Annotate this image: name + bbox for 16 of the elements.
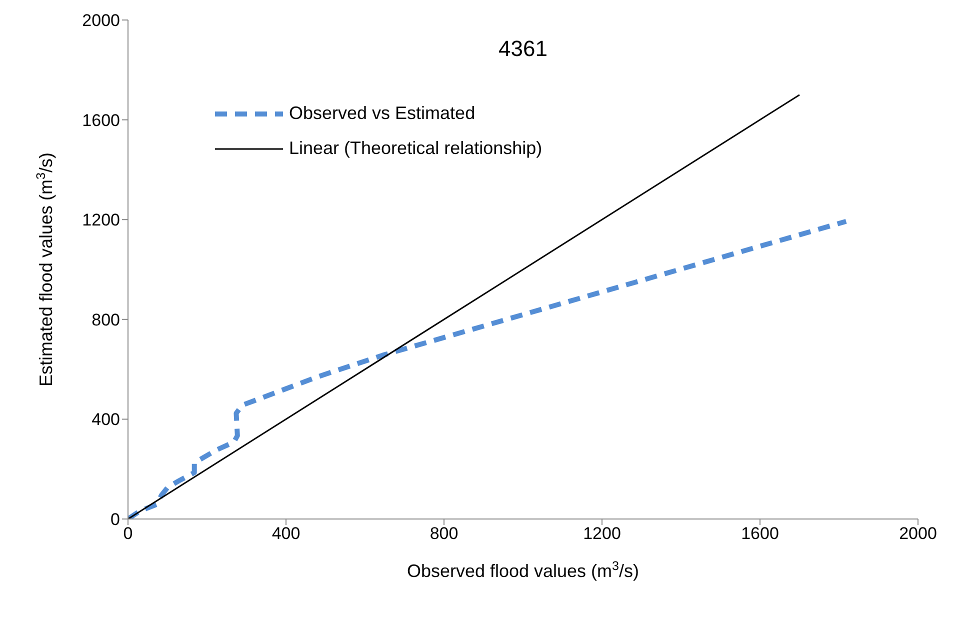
y-tick-label: 2000 [82, 11, 120, 30]
x-tick-label: 1600 [741, 524, 779, 544]
x-tick-label: 800 [430, 524, 458, 544]
y-tick-label: 400 [92, 410, 120, 430]
text: 4361 [498, 36, 548, 61]
legend-label: Linear (Theoretical relationship) [289, 138, 542, 159]
x-tick-label: 400 [272, 524, 300, 544]
y-tick-label: 1200 [82, 210, 120, 230]
y-tick-label: 0 [110, 510, 120, 530]
y-tick-label: 1600 [82, 110, 120, 130]
y-tick-label: 800 [92, 310, 120, 330]
x-tick-label: 0 [123, 524, 133, 544]
x-tick-label: 1200 [583, 524, 621, 544]
x-axis-title: Observed flood values (m$^{3}$/s) [406, 559, 640, 581]
legend-label: Observed vs Estimated [289, 103, 476, 124]
x-tick-label: 2000 [899, 524, 937, 544]
